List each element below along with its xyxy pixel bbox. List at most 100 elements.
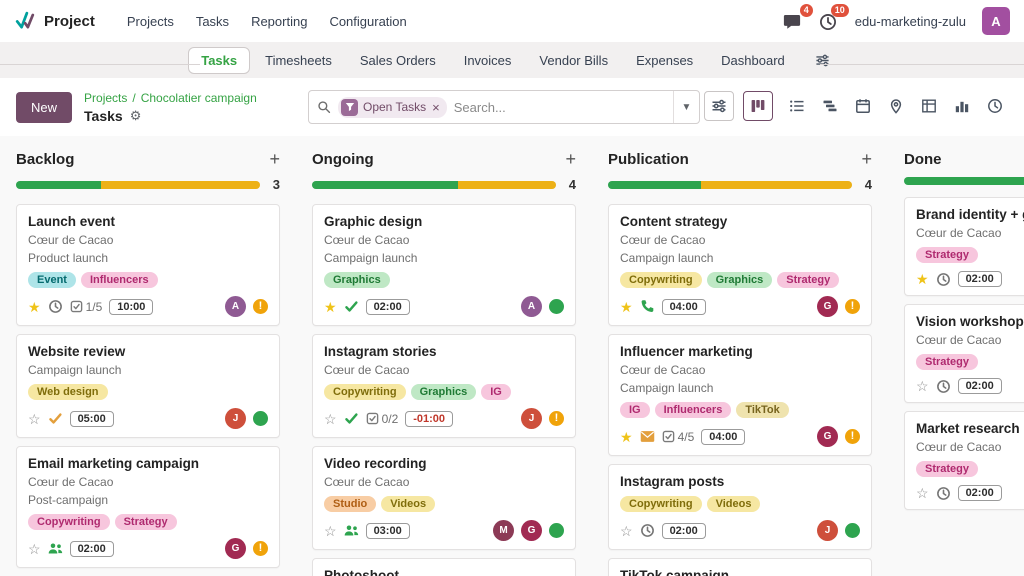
- status-success-icon[interactable]: [549, 299, 564, 314]
- star-icon[interactable]: ☆: [620, 522, 633, 539]
- column-progressbar[interactable]: [608, 180, 852, 189]
- status-warning-icon[interactable]: !: [253, 299, 268, 314]
- company-name[interactable]: edu-marketing-zulu: [854, 13, 966, 29]
- card-tag[interactable]: TikTok: [736, 402, 789, 418]
- kanban-card[interactable]: Launch event Cœur de Cacao Product launch E…: [16, 204, 280, 326]
- graph-view-button[interactable]: [947, 91, 977, 121]
- kanban-card[interactable]: Influencer marketing Cœur de Cacao Campaig…: [608, 334, 872, 456]
- card-tag[interactable]: Influencers: [80, 272, 158, 288]
- card-tag[interactable]: Strategy: [777, 272, 840, 288]
- map-view-button[interactable]: [881, 91, 911, 121]
- card-tag[interactable]: IG: [481, 384, 511, 400]
- star-icon[interactable]: ☆: [916, 378, 929, 394]
- tab-invoices[interactable]: Invoices: [463, 52, 512, 68]
- card-tag[interactable]: Graphics: [706, 272, 773, 288]
- assignee-avatar[interactable]: A: [521, 296, 542, 317]
- assignee-avatar[interactable]: G: [521, 520, 542, 541]
- card-tag[interactable]: Copywriting: [620, 496, 702, 512]
- checklist-progress[interactable]: 4/5: [662, 430, 694, 444]
- clock-icon[interactable]: [936, 379, 951, 394]
- people-icon[interactable]: [48, 541, 63, 556]
- tab-timesheets[interactable]: Timesheets: [265, 52, 332, 68]
- card-tag[interactable]: Studio: [324, 496, 377, 512]
- status-success-icon[interactable]: [253, 411, 268, 426]
- view-settings-button[interactable]: [704, 91, 734, 121]
- gear-icon[interactable]: ⚙: [129, 107, 142, 123]
- card-tag[interactable]: Graphics: [410, 384, 477, 400]
- card-tag[interactable]: Strategy: [916, 354, 979, 370]
- clock-icon[interactable]: [48, 299, 63, 314]
- menu-reporting[interactable]: Reporting: [251, 13, 308, 29]
- star-icon[interactable]: ★: [28, 298, 41, 315]
- clock-icon[interactable]: [936, 486, 951, 501]
- assignee-avatar[interactable]: A: [225, 296, 246, 317]
- kanban-card[interactable]: Brand identity + gu Cœur de Cacao Strategy…: [904, 197, 1024, 296]
- tab-dashboard[interactable]: Dashboard: [721, 52, 785, 68]
- status-warning-icon[interactable]: !: [549, 411, 564, 426]
- card-tag[interactable]: Copywriting: [324, 384, 406, 400]
- card-tag[interactable]: Copywriting: [28, 514, 110, 530]
- star-icon[interactable]: ☆: [324, 522, 337, 539]
- search-input[interactable]: [453, 99, 666, 115]
- kanban-view-button[interactable]: [743, 91, 773, 121]
- star-icon[interactable]: ☆: [916, 485, 929, 501]
- check-icon[interactable]: [344, 411, 359, 426]
- assignee-avatar[interactable]: G: [817, 426, 838, 447]
- status-success-icon[interactable]: [845, 523, 860, 538]
- app-name[interactable]: Project: [44, 12, 95, 30]
- add-task-button[interactable]: +: [269, 149, 280, 169]
- tab-vendor-bills[interactable]: Vendor Bills: [539, 52, 609, 68]
- star-icon[interactable]: ★: [916, 271, 929, 287]
- column-progressbar[interactable]: [16, 180, 260, 189]
- kanban-card[interactable]: Video recording Cœur de Cacao Studio Videos…: [312, 446, 576, 550]
- list-view-button[interactable]: [782, 91, 812, 121]
- star-icon[interactable]: ★: [620, 298, 633, 315]
- status-success-icon[interactable]: [549, 523, 564, 538]
- tab-expenses[interactable]: Expenses: [636, 52, 694, 68]
- assignee-avatar[interactable]: G: [225, 538, 246, 559]
- kanban-card[interactable]: Market research Cœur de Cacao Strategy ☆ 02:…: [904, 411, 1024, 510]
- status-warning-icon[interactable]: !: [845, 299, 860, 314]
- gantt-view-button[interactable]: [815, 91, 845, 121]
- card-tag[interactable]: Event: [28, 272, 76, 288]
- card-tag[interactable]: IG: [620, 402, 650, 418]
- messages-button[interactable]: 4: [783, 4, 813, 31]
- breadcrumb-projects-link[interactable]: Projects: [84, 90, 128, 105]
- tabbar-settings-button[interactable]: [810, 47, 836, 73]
- status-warning-icon[interactable]: !: [845, 429, 860, 444]
- breadcrumb-current-link[interactable]: Chocolatier campaign: [140, 90, 257, 105]
- column-progressbar[interactable]: [904, 177, 1024, 185]
- new-button[interactable]: New: [16, 91, 73, 123]
- star-icon[interactable]: ☆: [28, 410, 41, 427]
- search-bar[interactable]: Open Tasks × ▼: [308, 90, 700, 124]
- star-icon[interactable]: ☆: [324, 410, 337, 427]
- checklist-progress[interactable]: 1/5: [70, 300, 102, 314]
- card-tag[interactable]: Copywriting: [620, 272, 702, 288]
- column-progressbar[interactable]: [312, 180, 556, 189]
- kanban-card[interactable]: PhotoshootCampaign launch☆03:00MJ: [312, 558, 576, 576]
- card-tag[interactable]: Strategy: [916, 247, 979, 263]
- add-task-button[interactable]: +: [861, 149, 872, 169]
- kanban-card[interactable]: Vision workshop Cœur de Cacao Strategy ☆ 02:…: [904, 304, 1024, 403]
- remove-facet-button[interactable]: ×: [432, 99, 440, 115]
- menu-configuration[interactable]: Configuration: [329, 13, 407, 29]
- tab-tasks[interactable]: Tasks: [188, 46, 251, 74]
- menu-tasks[interactable]: Tasks: [195, 13, 230, 29]
- assignee-avatar[interactable]: J: [521, 408, 542, 429]
- activities-button[interactable]: 10: [819, 4, 849, 31]
- people-icon[interactable]: [344, 523, 359, 538]
- calendar-view-button[interactable]: [848, 91, 878, 121]
- check-icon[interactable]: [344, 299, 359, 314]
- card-tag[interactable]: Videos: [706, 496, 761, 512]
- star-icon[interactable]: ★: [324, 298, 337, 315]
- kanban-card[interactable]: Email marketing campaign Cœur de Cacao Pos…: [16, 446, 280, 568]
- search-dropdown-toggle[interactable]: ▼: [673, 91, 699, 123]
- assignee-avatar[interactable]: G: [817, 296, 838, 317]
- kanban-card[interactable]: Website review Campaign launch Web design ☆…: [16, 334, 280, 438]
- phone-icon[interactable]: [640, 299, 655, 314]
- status-warning-icon[interactable]: !: [253, 541, 268, 556]
- search-facet[interactable]: Open Tasks ×: [338, 96, 447, 118]
- card-tag[interactable]: Web design: [28, 384, 108, 400]
- user-avatar[interactable]: A: [982, 7, 1010, 35]
- card-tag[interactable]: Influencers: [654, 402, 732, 418]
